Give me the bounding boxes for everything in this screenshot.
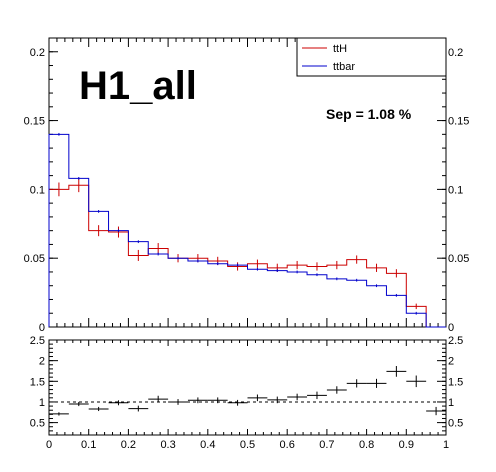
main-y-tick-label-right: 0.1 bbox=[448, 184, 463, 196]
legend-box bbox=[296, 37, 447, 77]
ratio-x-tick-label: 0.7 bbox=[319, 439, 334, 451]
main-y-tick-label-right: 0.15 bbox=[448, 116, 469, 128]
ratio-y-tick-label: 0.5 bbox=[30, 418, 45, 430]
plot-title: H1_all bbox=[79, 64, 197, 108]
ratio-x-tick-label: 0.5 bbox=[240, 439, 255, 451]
ratio-points-group bbox=[49, 366, 446, 416]
main-y-tick-label-right: 0.2 bbox=[448, 47, 463, 59]
main-series-group bbox=[48, 132, 446, 328]
legend: ttH ttbar bbox=[296, 37, 447, 77]
ratio-y-tick-label-right: 0.5 bbox=[448, 418, 463, 430]
ratio-y-tick-label-right: 2 bbox=[448, 356, 454, 368]
ratio-y-tick-label: 1 bbox=[39, 397, 45, 409]
ratio-x-tick-label: 0.3 bbox=[160, 439, 175, 451]
ratio-x-tick-label: 0.9 bbox=[399, 439, 414, 451]
ratio-y-tick-label: 1.5 bbox=[30, 376, 45, 388]
ratio-y-tick-label: 2.5 bbox=[30, 335, 45, 347]
ratio-x-tick-label: 1 bbox=[443, 439, 449, 451]
ratio-x-tick-label: 0.1 bbox=[81, 439, 96, 451]
main-y-tick-label: 0.05 bbox=[24, 253, 45, 265]
main-y-tick-label: 0.1 bbox=[30, 184, 45, 196]
ratio-x-tick-label: 0.4 bbox=[200, 439, 215, 451]
main-y-tick-label: 0.15 bbox=[24, 116, 45, 128]
ratio-x-tick-label: 0.2 bbox=[121, 439, 136, 451]
ratio-x-axis: 0 0.1 0.2 0.3 0.4 0.5 0.6 0.7 0.8 0.9 1 bbox=[46, 340, 449, 451]
ratio-y-tick-label-right: 1.5 bbox=[448, 376, 463, 388]
legend-label-tth: ttH bbox=[333, 43, 347, 55]
ratio-x-tick-label: 0.8 bbox=[359, 439, 374, 451]
main-y-tick-label-right: 0.05 bbox=[448, 253, 469, 265]
legend-label-ttbar: ttbar bbox=[333, 61, 355, 73]
ratio-y-tick-label: 2 bbox=[39, 356, 45, 368]
ratio-x-tick-label: 0.6 bbox=[280, 439, 295, 451]
separation-annotation: Sep = 1.08 % bbox=[326, 106, 412, 122]
series-line-ttbar bbox=[48, 133, 446, 328]
main-y-tick-label-right: 0 bbox=[448, 322, 454, 334]
ratio-y-tick-label-right: 1 bbox=[448, 397, 454, 409]
ratio-y-tick-label-right: 2.5 bbox=[448, 335, 463, 347]
main-y-tick-label: 0.2 bbox=[30, 47, 45, 59]
ratio-x-tick-label: 0 bbox=[46, 439, 52, 451]
main-y-tick-label: 0 bbox=[39, 322, 45, 334]
